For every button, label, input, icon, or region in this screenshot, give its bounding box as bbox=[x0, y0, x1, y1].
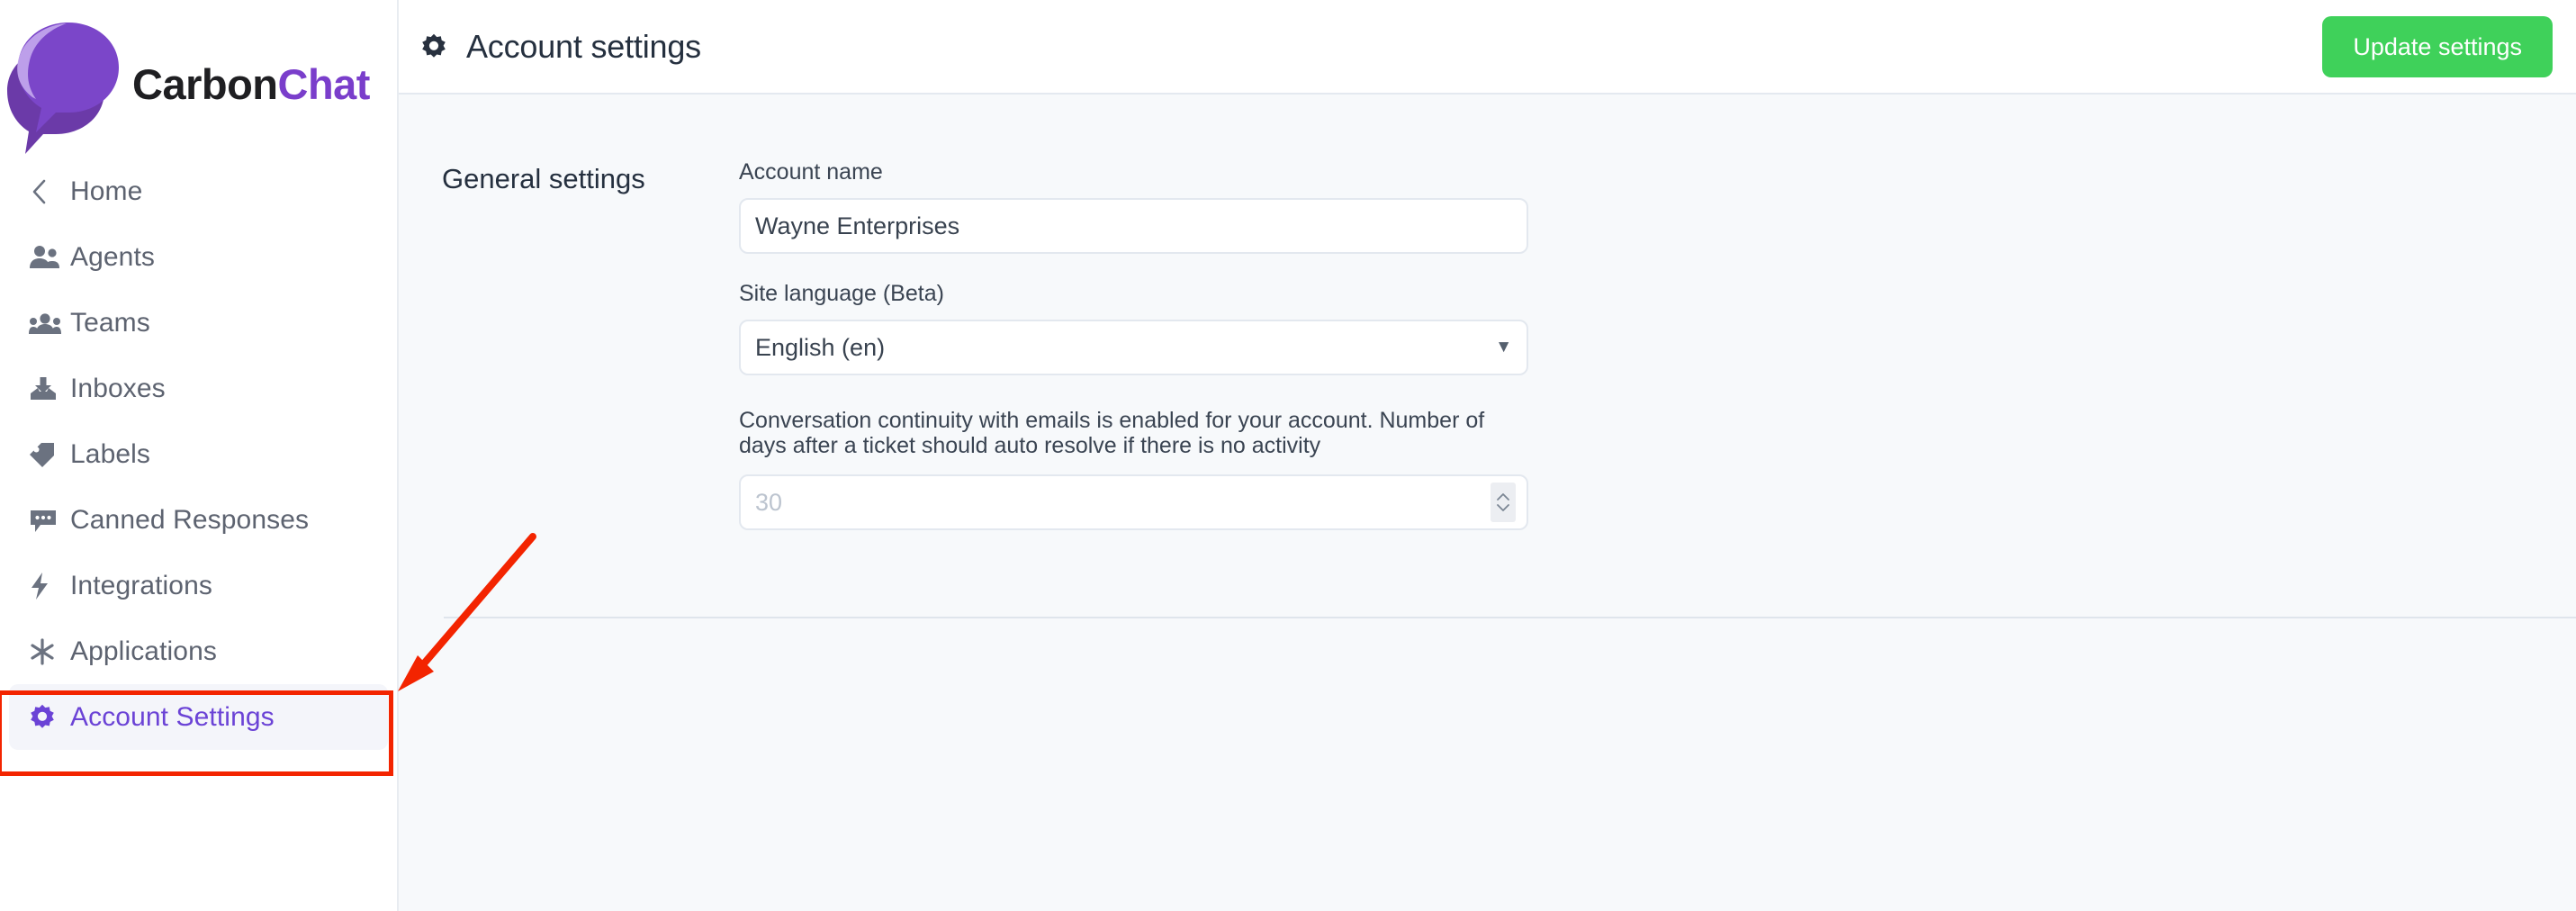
lightning-bolt-icon bbox=[29, 572, 70, 600]
sidebar-item-applications[interactable]: Applications bbox=[9, 618, 388, 684]
sidebar: CarbonChat Home Agents bbox=[0, 0, 399, 911]
sidebar-item-account-settings[interactable]: Account Settings bbox=[9, 684, 388, 750]
brand-name-part1: Carbon bbox=[132, 59, 278, 108]
sidebar-nav: Home Agents bbox=[0, 158, 397, 750]
inbox-tray-icon bbox=[29, 375, 70, 402]
sidebar-item-label: Inboxes bbox=[70, 373, 166, 403]
sidebar-item-agents[interactable]: Agents bbox=[9, 224, 388, 290]
site-language-selected-value: English (en) bbox=[755, 333, 886, 361]
tag-icon bbox=[29, 441, 70, 468]
section-title-general-settings: General settings bbox=[442, 163, 645, 194]
gear-icon bbox=[29, 704, 70, 731]
sidebar-item-labels[interactable]: Labels bbox=[9, 421, 388, 487]
site-language-select[interactable]: English (en) bbox=[739, 320, 1528, 375]
main-content: Account settings Update settings General… bbox=[399, 0, 2576, 911]
field-site-language: Site language (Beta) English (en) ▼ bbox=[739, 281, 1528, 375]
gear-icon bbox=[420, 33, 447, 60]
settings-form: Account name Site language (Beta) Englis… bbox=[739, 159, 1528, 557]
sidebar-item-label: Home bbox=[70, 176, 143, 206]
general-settings-section: General settings Account name Site langu… bbox=[399, 95, 2576, 557]
sidebar-item-canned-responses[interactable]: Canned Responses bbox=[9, 487, 388, 553]
auto-resolve-days-input[interactable] bbox=[739, 474, 1528, 530]
sidebar-item-label: Teams bbox=[70, 307, 150, 338]
account-name-label: Account name bbox=[739, 159, 883, 185]
sidebar-item-teams[interactable]: Teams bbox=[9, 290, 388, 356]
site-language-select-wrapper: English (en) ▼ bbox=[739, 320, 1528, 375]
sidebar-item-label: Canned Responses bbox=[70, 504, 310, 535]
sidebar-item-label: Labels bbox=[70, 438, 151, 469]
asterisk-icon bbox=[29, 637, 70, 666]
section-divider bbox=[444, 617, 2576, 618]
field-account-name: Account name bbox=[739, 159, 1528, 254]
sidebar-item-integrations[interactable]: Integrations bbox=[9, 553, 388, 618]
brand-logo-area[interactable]: CarbonChat bbox=[0, 0, 397, 167]
brand-name: CarbonChat bbox=[132, 59, 370, 109]
page-title: Account settings bbox=[466, 27, 701, 65]
users-icon bbox=[29, 244, 70, 271]
brand-name-part2: Chat bbox=[277, 59, 371, 108]
team-group-icon bbox=[29, 311, 70, 335]
settings-content: General settings Account name Site langu… bbox=[399, 95, 2576, 618]
chevron-left-icon bbox=[29, 178, 70, 205]
site-language-label: Site language (Beta) bbox=[739, 281, 944, 306]
sidebar-item-inboxes[interactable]: Inboxes bbox=[9, 356, 388, 421]
auto-resolve-help-text: Conversation continuity with emails is e… bbox=[739, 408, 1485, 458]
number-spinner-icon[interactable] bbox=[1491, 483, 1516, 522]
sidebar-item-label: Agents bbox=[70, 241, 155, 272]
sidebar-item-home[interactable]: Home bbox=[9, 158, 388, 224]
page-header-left: Account settings bbox=[420, 28, 2322, 66]
field-auto-resolve-days: Conversation continuity with emails is e… bbox=[739, 408, 1528, 530]
sidebar-item-label: Integrations bbox=[70, 570, 212, 600]
sidebar-item-label: Account Settings bbox=[70, 701, 275, 732]
chat-message-icon bbox=[29, 508, 70, 533]
page-header: Account settings Update settings bbox=[399, 0, 2576, 95]
update-settings-button[interactable]: Update settings bbox=[2322, 15, 2553, 77]
chat-bubble-logo-icon bbox=[0, 12, 140, 156]
auto-resolve-input-wrapper bbox=[739, 474, 1528, 530]
account-name-input[interactable] bbox=[739, 198, 1528, 254]
sidebar-item-label: Applications bbox=[70, 636, 217, 666]
